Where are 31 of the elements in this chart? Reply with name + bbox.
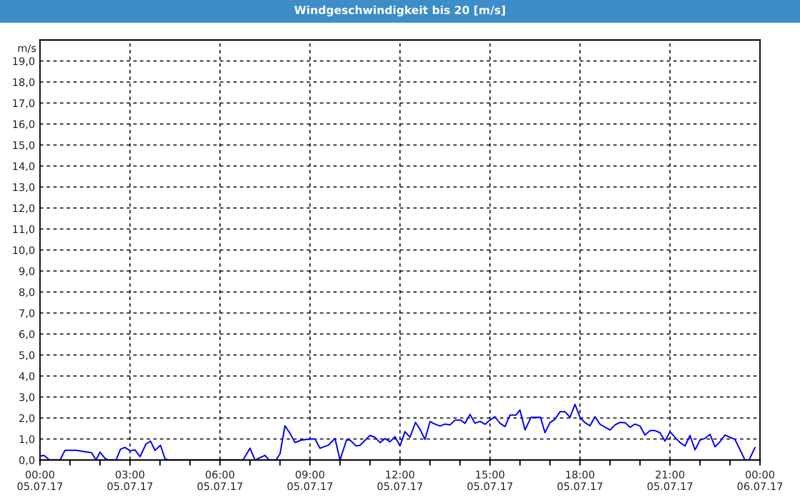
x-tick-label: 12:00 05.07.17	[377, 470, 422, 490]
y-tick-label: 6,0	[19, 330, 34, 340]
y-tick-label: 7,0	[19, 309, 34, 318]
y-tick-label: 0,0	[19, 456, 34, 466]
x-tick-label: 00:00 05.07.17	[17, 470, 62, 490]
x-tick-label: 00:00 06.07.17	[737, 470, 782, 490]
x-tick-label: 03:00 05.07.17	[107, 470, 152, 490]
x-tick-label: 09:00 05.07.17	[287, 470, 332, 490]
y-tick-label: 16,0	[13, 120, 34, 130]
x-tick-label: 18:00 05.07.17	[557, 470, 602, 490]
y-tick-label: 3,0	[19, 393, 34, 402]
chart-title: Windgeschwindigkeit bis 20 [m/s]	[294, 6, 505, 16]
y-tick-label: 15,0	[13, 141, 34, 150]
y-tick-label: 9,0	[19, 267, 34, 276]
y-tick-label: 13,0	[13, 183, 34, 192]
y-tick-label: 12,0	[13, 204, 34, 214]
y-tick-label: 17,0	[13, 99, 34, 108]
y-tick-label: 1,0	[20, 435, 34, 444]
y-tick-label: 4,0	[19, 372, 34, 382]
y-axis-title: m/s	[18, 44, 36, 53]
y-tick-label: 2,0	[19, 414, 34, 424]
y-tick-label: 11,0	[13, 225, 34, 234]
x-tick-label: 15:00 05.07.17	[467, 470, 512, 490]
x-tick-label: 06:00 05.07.17	[197, 470, 242, 490]
y-tick-label: 19,0	[13, 57, 34, 66]
y-tick-label: 8,0	[19, 288, 34, 298]
y-tick-label: 18,0	[13, 78, 34, 88]
x-tick-label: 21:00 05.07.17	[647, 470, 692, 490]
y-tick-label: 10,0	[13, 246, 34, 256]
y-tick-label: 14,0	[13, 162, 34, 172]
y-tick-label: 5,0	[19, 351, 34, 360]
